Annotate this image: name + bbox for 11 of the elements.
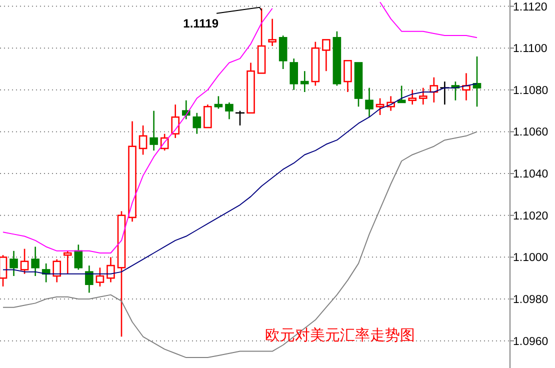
y-tick-label: 1.0960	[513, 336, 548, 348]
y-tick-label: 1.1120	[513, 1, 548, 14]
text: 欧元对美元汇率走势图	[265, 327, 415, 344]
y-tick-label: 1.1080	[513, 84, 548, 97]
y-tick-label: 1.1060	[513, 126, 548, 139]
y-tick-label: 1.1000	[513, 252, 548, 264]
y-tick-label: 1.1020	[513, 210, 548, 222]
y-tick-label: 1.1040	[513, 168, 548, 181]
annotation: 1.1119	[183, 16, 219, 30]
y-tick-label: 1.0980	[513, 294, 548, 306]
y-tick-label: 1.1100	[513, 43, 548, 56]
